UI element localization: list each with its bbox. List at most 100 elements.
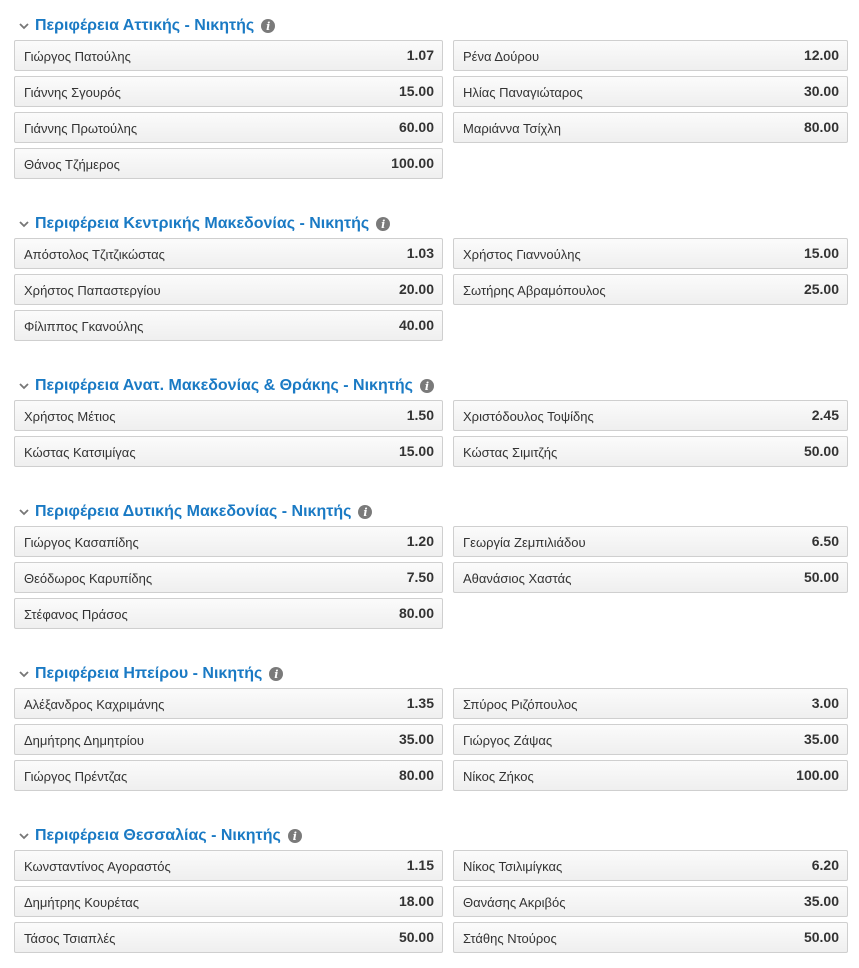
selection-button[interactable]: Αθανάσιος Χαστάς 50.00 [453, 562, 848, 593]
selection-name: Μαριάννα Τσίχλη [463, 121, 562, 136]
section-header[interactable]: Περιφέρεια Ανατ. Μακεδονίας & Θράκης - Ν… [17, 376, 434, 396]
selection-name: Αλέξανδρος Καχριμάνης [24, 697, 165, 712]
selection-button[interactable]: Χριστόδουλος Τοψίδης 2.45 [453, 400, 848, 431]
selection-odds: 100.00 [796, 767, 839, 783]
chevron-down-icon[interactable] [17, 829, 31, 843]
section-header[interactable]: Περιφέρεια Κεντρικής Μακεδονίας - Νικητή… [17, 214, 391, 234]
selection-button[interactable]: Απόστολος Τζιτζικώστας 1.03 [14, 238, 443, 269]
selection-name: Ηλίας Παναγιώταρος [463, 85, 583, 100]
selection-odds: 18.00 [398, 893, 434, 909]
selection-odds: 40.00 [398, 317, 434, 333]
selection-name: Γιάννης Σγουρός [24, 85, 121, 100]
selection-name: Τάσος Τσιαπλές [24, 931, 116, 946]
selection-button[interactable]: Χρήστος Παπαστεργίου 20.00 [14, 274, 443, 305]
selection-button[interactable]: Χρήστος Γιαννούλης 15.00 [453, 238, 848, 269]
selection-name: Σπύρος Ριζόπουλος [463, 697, 578, 712]
selection-button[interactable]: Γιώργος Πατούλης 1.07 [14, 40, 443, 71]
selection-odds: 2.45 [811, 407, 839, 423]
selection-name: Στέφανος Πράσος [24, 607, 128, 622]
selection-odds: 35.00 [803, 893, 839, 909]
selection-name: Χριστόδουλος Τοψίδης [463, 409, 594, 424]
section-header[interactable]: Περιφέρεια Θεσσαλίας - Νικητής i [17, 826, 302, 846]
section-title: Περιφέρεια Κεντρικής Μακεδονίας - Νικητή… [35, 215, 370, 232]
selection-odds: 50.00 [803, 569, 839, 585]
selection-button[interactable]: Γιάννης Πρωτούλης 60.00 [14, 112, 443, 143]
selection-button[interactable]: Χρήστος Μέτιος 1.50 [14, 400, 443, 431]
chevron-down-icon[interactable] [17, 379, 31, 393]
selection-name: Στάθης Ντούρος [463, 931, 557, 946]
selection-button[interactable]: Θεόδωρος Καρυπίδης 7.50 [14, 562, 443, 593]
info-icon[interactable]: i [261, 19, 276, 33]
selection-name: Χρήστος Γιαννούλης [463, 247, 581, 262]
selection-name: Γεωργία Ζεμπιλιάδου [463, 535, 586, 550]
selection-button[interactable]: Σωτήρης Αβραμόπουλος 25.00 [453, 274, 848, 305]
selection-button[interactable]: Δημήτρης Δημητρίου 35.00 [14, 724, 443, 755]
selection-button[interactable]: Γιώργος Κασαπίδης 1.20 [14, 526, 443, 557]
selection-button[interactable]: Θανάσης Ακριβός 35.00 [453, 886, 848, 917]
selection-name: Δημήτρης Κουρέτας [24, 895, 140, 910]
selection-button[interactable]: Ηλίας Παναγιώταρος 30.00 [453, 76, 848, 107]
selection-button[interactable]: Δημήτρης Κουρέτας 18.00 [14, 886, 443, 917]
selection-odds: 1.50 [406, 407, 434, 423]
selection-name: Ρένα Δούρου [463, 49, 540, 64]
selection-odds: 30.00 [803, 83, 839, 99]
selection-name: Σωτήρης Αβραμόπουλος [463, 283, 606, 298]
selection-button[interactable]: Κώστας Σιμιτζής 50.00 [453, 436, 848, 467]
selection-odds: 25.00 [803, 281, 839, 297]
selection-button[interactable]: Κώστας Κατσιμίγας 15.00 [14, 436, 443, 467]
info-icon[interactable]: i [287, 829, 302, 843]
selection-odds: 3.00 [811, 695, 839, 711]
info-icon[interactable]: i [376, 217, 391, 231]
selection-button[interactable]: Στέφανος Πράσος 80.00 [14, 598, 443, 629]
selection-odds: 1.03 [406, 245, 434, 261]
selection-button[interactable]: Νίκος Ζήκος 100.00 [453, 760, 848, 791]
selection-name: Θάνος Τζήμερος [24, 157, 120, 172]
chevron-down-icon[interactable] [17, 217, 31, 231]
selection-button[interactable]: Αλέξανδρος Καχριμάνης 1.35 [14, 688, 443, 719]
selection-odds: 80.00 [803, 119, 839, 135]
selection-button[interactable]: Θάνος Τζήμερος 100.00 [14, 148, 443, 179]
section-title: Περιφέρεια Ηπείρου - Νικητής [35, 665, 263, 682]
selection-name: Κωνσταντίνος Αγοραστός [24, 859, 171, 874]
selection-button[interactable]: Γιώργος Πρέντζας 80.00 [14, 760, 443, 791]
selection-button[interactable]: Σπύρος Ριζόπουλος 3.00 [453, 688, 848, 719]
info-icon[interactable]: i [269, 667, 284, 681]
selection-odds: 12.00 [803, 47, 839, 63]
selection-name: Γιώργος Ζάψας [463, 733, 553, 748]
selection-button[interactable]: Κωνσταντίνος Αγοραστός 1.15 [14, 850, 443, 881]
selection-button[interactable]: Ρένα Δούρου 12.00 [453, 40, 848, 71]
selection-button[interactable]: Γιώργος Ζάψας 35.00 [453, 724, 848, 755]
selection-odds: 7.50 [406, 569, 434, 585]
section-header[interactable]: Περιφέρεια Αττικής - Νικητής i [17, 16, 276, 36]
chevron-down-icon[interactable] [17, 19, 31, 33]
info-icon[interactable]: i [358, 505, 373, 519]
selection-odds: 1.20 [406, 533, 434, 549]
selection-odds: 1.35 [406, 695, 434, 711]
selection-button[interactable]: Τάσος Τσιαπλές 50.00 [14, 922, 443, 953]
selection-button[interactable]: Νίκος Τσιλιμίγκας 6.20 [453, 850, 848, 881]
selection-name: Γιώργος Πρέντζας [24, 769, 128, 784]
selection-name: Χρήστος Παπαστεργίου [24, 283, 161, 298]
selection-odds: 35.00 [398, 731, 434, 747]
selection-button[interactable]: Γιάννης Σγουρός 15.00 [14, 76, 443, 107]
section-header[interactable]: Περιφέρεια Ηπείρου - Νικητής i [17, 664, 284, 684]
selection-button[interactable]: Γεωργία Ζεμπιλιάδου 6.50 [453, 526, 848, 557]
selection-odds: 35.00 [803, 731, 839, 747]
selection-button[interactable]: Φίλιππος Γκανούλης 40.00 [14, 310, 443, 341]
selection-button[interactable]: Στάθης Ντούρος 50.00 [453, 922, 848, 953]
info-icon[interactable]: i [419, 379, 434, 393]
selection-name: Φίλιππος Γκανούλης [24, 319, 144, 334]
chevron-down-icon[interactable] [17, 505, 31, 519]
selection-name: Νίκος Ζήκος [463, 769, 534, 784]
selection-odds: 15.00 [803, 245, 839, 261]
selection-name: Κώστας Κατσιμίγας [24, 445, 136, 460]
selection-name: Δημήτρης Δημητρίου [24, 733, 144, 748]
selection-odds: 1.15 [406, 857, 434, 873]
selection-button[interactable]: Μαριάννα Τσίχλη 80.00 [453, 112, 848, 143]
chevron-down-icon[interactable] [17, 667, 31, 681]
section-title: Περιφέρεια Αττικής - Νικητής [35, 17, 255, 34]
selection-name: Θεόδωρος Καρυπίδης [24, 571, 153, 586]
selection-odds: 1.07 [406, 47, 434, 63]
section-header[interactable]: Περιφέρεια Δυτικής Μακεδονίας - Νικητής … [17, 502, 373, 522]
section-title: Περιφέρεια Δυτικής Μακεδονίας - Νικητής [35, 503, 352, 520]
